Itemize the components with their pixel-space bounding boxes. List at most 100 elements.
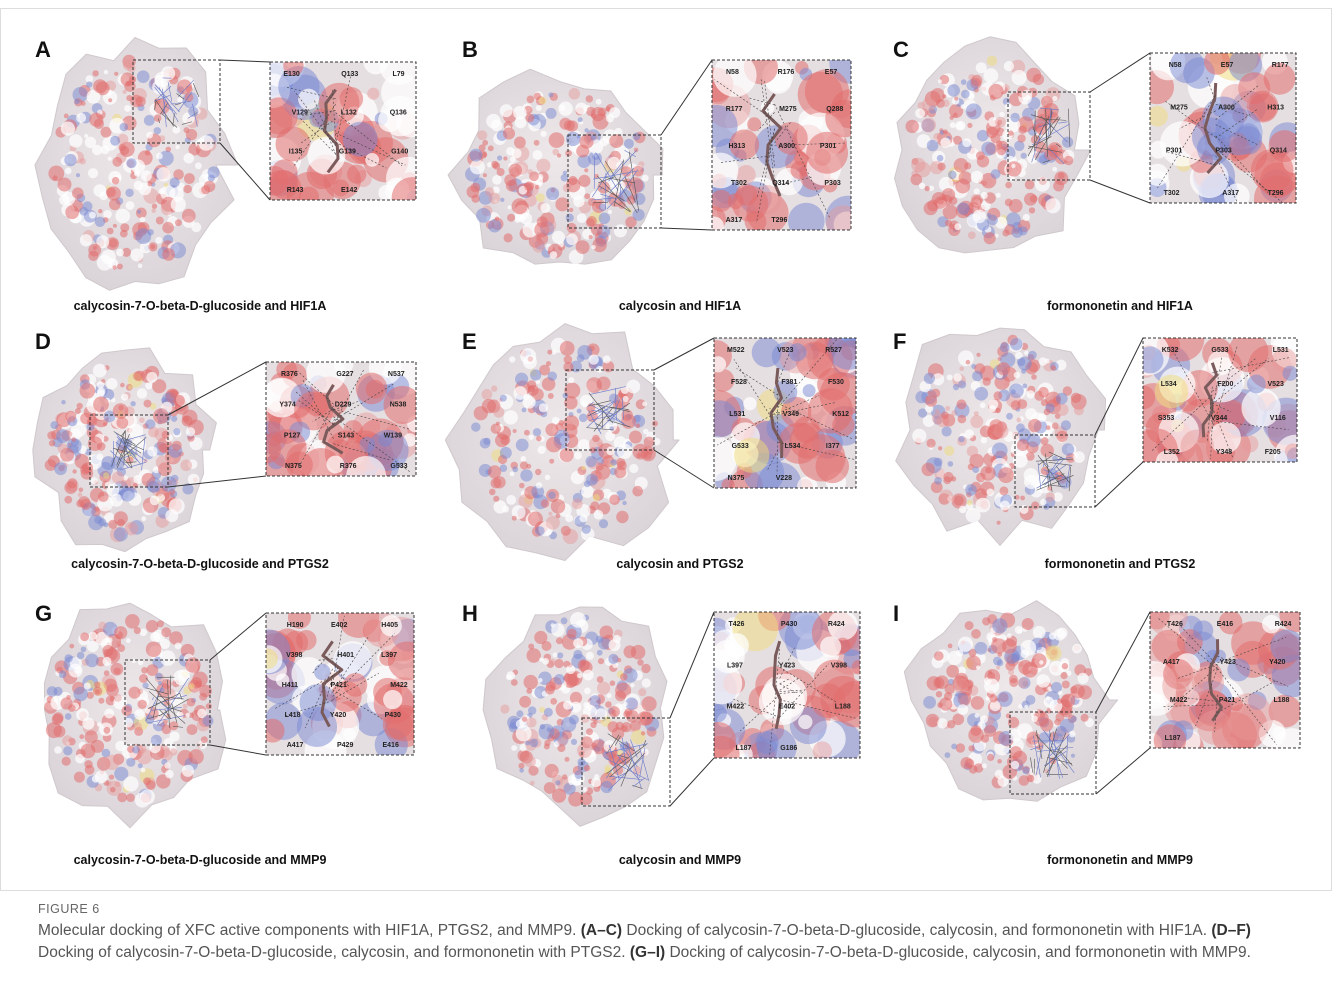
surface-patch bbox=[998, 467, 1014, 483]
surface-patch bbox=[525, 741, 530, 746]
residue-label: W139 bbox=[384, 432, 402, 439]
surface-patch bbox=[471, 183, 481, 193]
surface-patch bbox=[630, 727, 635, 732]
surface-patch bbox=[121, 394, 128, 401]
surface-patch bbox=[534, 140, 540, 146]
surface-patch bbox=[636, 453, 641, 458]
surface-patch bbox=[314, 664, 330, 680]
surface-patch bbox=[548, 512, 552, 516]
surface-patch bbox=[1022, 384, 1027, 389]
surface-patch bbox=[994, 424, 1009, 439]
surface-patch bbox=[146, 780, 156, 790]
panel-caption: calycosin and MMP9 bbox=[619, 853, 741, 867]
surface-patch bbox=[556, 637, 563, 644]
surface-patch bbox=[1039, 177, 1047, 185]
surface-patch bbox=[1019, 226, 1028, 235]
surface-patch bbox=[187, 724, 198, 735]
surface-patch bbox=[1026, 390, 1034, 398]
surface-patch bbox=[958, 415, 967, 424]
residue-label: N375 bbox=[728, 475, 745, 482]
residue-label: V129 bbox=[292, 110, 308, 117]
panel: N58E57R177M275A300H313P301P303Q314T302A3… bbox=[893, 33, 1306, 313]
surface-patch bbox=[88, 419, 95, 426]
surface-patch bbox=[992, 443, 1008, 459]
surface-patch bbox=[563, 171, 567, 175]
surface-patch bbox=[134, 627, 141, 634]
surface-patch bbox=[630, 683, 634, 687]
residue-label: Q136 bbox=[390, 110, 407, 117]
residue-label: L534 bbox=[1161, 381, 1177, 388]
surface-patch bbox=[915, 108, 925, 118]
panel-letter: I bbox=[893, 601, 899, 626]
surface-patch bbox=[539, 724, 555, 740]
surface-patch bbox=[536, 159, 550, 173]
surface-patch bbox=[983, 377, 991, 385]
surface-patch bbox=[140, 217, 146, 223]
surface-patch bbox=[599, 213, 610, 224]
caption-text: Docking of calycosin-7-O-beta-D-glucosid… bbox=[626, 922, 1207, 939]
surface-patch bbox=[966, 103, 982, 119]
surface-patch bbox=[59, 671, 67, 679]
surface-patch bbox=[343, 728, 356, 741]
surface-patch bbox=[957, 399, 967, 409]
surface-patch bbox=[642, 696, 657, 711]
surface-patch bbox=[996, 140, 1003, 147]
surface-patch bbox=[515, 373, 528, 386]
surface-patch bbox=[489, 193, 501, 205]
surface-patch bbox=[626, 710, 639, 723]
surface-patch bbox=[532, 240, 545, 253]
surface-patch bbox=[1044, 409, 1051, 416]
surface-patch bbox=[126, 638, 131, 643]
residue-label: R176 bbox=[778, 69, 795, 76]
surface-patch bbox=[938, 163, 946, 171]
surface-patch bbox=[98, 698, 104, 704]
surface-patch bbox=[562, 774, 567, 779]
surface-patch bbox=[162, 222, 174, 234]
surface-patch bbox=[967, 123, 972, 128]
surface-patch bbox=[608, 210, 612, 214]
surface-patch bbox=[591, 135, 597, 141]
surface-patch bbox=[943, 476, 951, 484]
surface-patch bbox=[940, 138, 950, 148]
surface-patch bbox=[549, 132, 565, 148]
surface-patch bbox=[1270, 629, 1303, 662]
surface-patch bbox=[571, 739, 577, 745]
surface-patch bbox=[116, 249, 124, 257]
surface-patch bbox=[1039, 732, 1051, 744]
residue-label: G533 bbox=[732, 443, 749, 450]
surface-patch bbox=[975, 713, 980, 718]
surface-patch bbox=[1029, 207, 1035, 213]
surface-patch bbox=[88, 168, 98, 178]
surface-patch bbox=[133, 371, 143, 381]
surface-patch bbox=[97, 381, 104, 388]
surface-patch bbox=[1046, 425, 1051, 430]
residue-label: R424 bbox=[828, 621, 845, 628]
panel-letter: G bbox=[35, 601, 52, 626]
surface-patch bbox=[137, 388, 147, 398]
surface-patch bbox=[1009, 384, 1024, 399]
zoom-connector bbox=[210, 613, 266, 660]
surface-patch bbox=[970, 415, 983, 428]
surface-patch bbox=[506, 671, 515, 680]
inset: T426P430R424L397Y423V398M422E402L188L187… bbox=[693, 599, 880, 780]
surface-patch bbox=[573, 196, 584, 207]
residue-label: R527 bbox=[825, 347, 842, 354]
surface-patch bbox=[954, 97, 958, 101]
surface-patch bbox=[154, 127, 161, 134]
surface-patch bbox=[634, 148, 639, 153]
surface-patch bbox=[953, 714, 965, 726]
surface-patch bbox=[1071, 754, 1075, 758]
surface-patch bbox=[1052, 423, 1059, 430]
surface-patch bbox=[966, 360, 971, 365]
residue-label: A417 bbox=[287, 742, 304, 749]
inset: N58R176E57R177M275Q288H313A300P301T302Q3… bbox=[695, 43, 871, 242]
surface-patch bbox=[617, 444, 632, 459]
surface-patch bbox=[984, 679, 999, 694]
surface-patch bbox=[584, 193, 590, 199]
surface-patch bbox=[500, 447, 512, 459]
surface-patch bbox=[591, 777, 601, 787]
surface-patch bbox=[538, 678, 543, 683]
surface-patch bbox=[974, 411, 979, 416]
surface-patch bbox=[614, 224, 627, 237]
residue-label: R177 bbox=[1272, 62, 1289, 69]
